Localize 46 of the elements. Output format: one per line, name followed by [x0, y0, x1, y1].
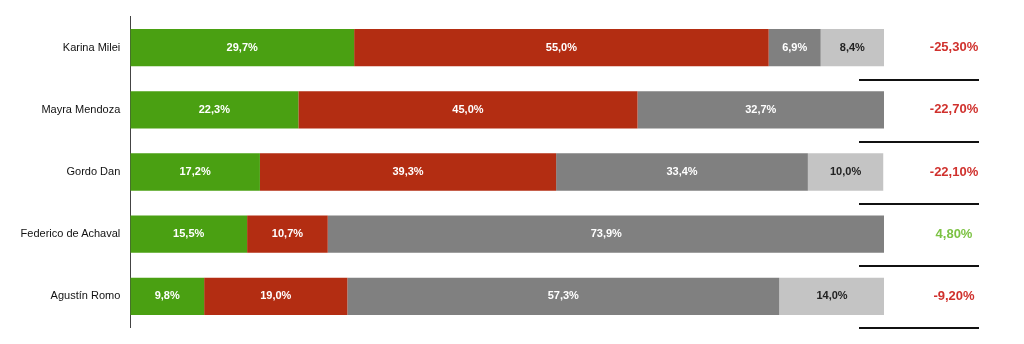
- y-tick-label: Federico de Achaval: [20, 227, 121, 240]
- bar: [130, 91, 299, 129]
- data-label: 57,3%: [547, 289, 580, 302]
- y-tick-label: Karina Milei: [62, 40, 121, 53]
- bar: [259, 153, 557, 191]
- data-label: 33,4%: [666, 165, 698, 178]
- bar: [347, 277, 780, 315]
- bar: [130, 153, 260, 191]
- y-tick-label: Gordo Dan: [66, 165, 121, 178]
- bar: [637, 91, 884, 129]
- text: 4,80%: [935, 225, 973, 241]
- data-label: 6,9%: [782, 40, 808, 53]
- data-label: 45,0%: [452, 102, 484, 115]
- bar: [204, 277, 348, 315]
- text: -22,10%: [929, 163, 979, 179]
- bar: [247, 215, 328, 253]
- bar: [820, 29, 884, 67]
- bar: [768, 29, 821, 67]
- bar: [298, 91, 638, 129]
- data-label: 39,3%: [392, 165, 424, 178]
- data-label: 9,8%: [154, 289, 180, 302]
- data-label: 55,0%: [545, 40, 578, 53]
- text: -25,30%: [929, 39, 979, 55]
- text: -9,20%: [933, 287, 976, 303]
- bar: [130, 277, 205, 315]
- bar: [354, 29, 769, 67]
- data-label: 10,7%: [271, 227, 304, 240]
- bar: [130, 29, 355, 67]
- data-label: 19,0%: [260, 289, 292, 302]
- bar: [327, 215, 884, 253]
- text: -22,70%: [929, 101, 979, 117]
- y-tick-label: Agustín Romo: [50, 289, 121, 302]
- bar: [807, 153, 884, 191]
- data-label: 15,5%: [173, 227, 205, 240]
- data-label: 73,9%: [590, 227, 623, 240]
- data-label: 8,4%: [839, 40, 866, 53]
- data-label: 10,0%: [829, 165, 862, 178]
- data-label: 32,7%: [745, 102, 777, 115]
- y-tick-label: Mayra Mendoza: [41, 102, 122, 115]
- data-label: 14,0%: [816, 289, 848, 302]
- data-label: 17,2%: [179, 165, 211, 178]
- bar: [556, 153, 808, 191]
- data-label: 29,7%: [226, 40, 259, 53]
- bar: [130, 215, 248, 253]
- bar: [779, 277, 884, 315]
- data-label: 22,3%: [198, 102, 231, 115]
